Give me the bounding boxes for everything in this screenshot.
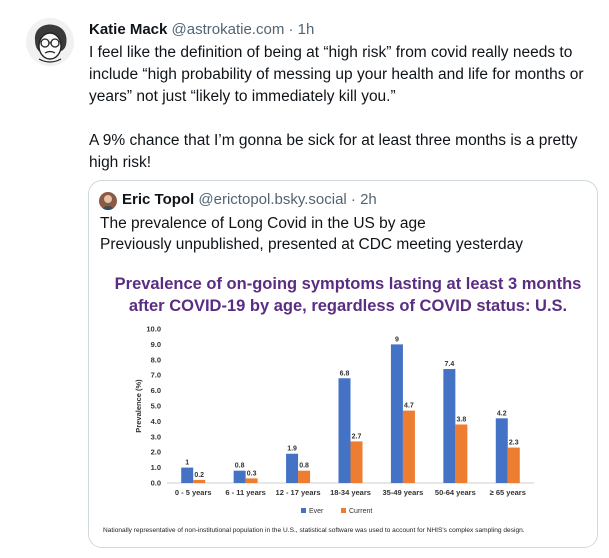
quoted-author-handle[interactable]: @erictopol.bsky.social <box>198 191 347 208</box>
bar-ever <box>443 369 456 483</box>
tweet-timestamp[interactable]: 1h <box>297 21 315 38</box>
data-label-current: 0.3 <box>247 470 257 477</box>
tweet-text: I feel like the definition of being at “… <box>89 42 599 174</box>
bar-ever <box>495 418 508 483</box>
quoted-line-2: Previously unpublished, presented at CDC… <box>100 236 524 253</box>
x-tick-label: 35-49 years <box>382 488 423 497</box>
data-label-ever: 1.9 <box>287 446 297 453</box>
y-tick-label: 10.0 <box>146 325 161 334</box>
author-avatar[interactable] <box>26 18 74 66</box>
x-tick-label: 50-64 years <box>435 488 476 497</box>
y-tick-label: 6.0 <box>151 386 161 395</box>
legend-swatch-ever <box>301 508 306 513</box>
data-label-current: 0.2 <box>194 472 204 479</box>
quoted-author-name[interactable]: Eric Topol <box>122 191 195 208</box>
y-tick-label: 8.0 <box>151 355 161 364</box>
bar-ever <box>181 467 194 483</box>
bar-current <box>507 447 520 483</box>
data-label-ever: 6.8 <box>340 370 350 377</box>
data-label-current: 0.8 <box>299 463 309 470</box>
quoted-tweet-timestamp[interactable]: 2h <box>360 191 377 208</box>
author-handle[interactable]: @astrokatie.com <box>171 21 285 38</box>
legend-swatch-current <box>341 508 346 513</box>
bar-ever <box>390 344 403 483</box>
bar-ever <box>338 378 351 483</box>
quoted-chart-image[interactable]: Prevalence of on-going symptoms lasting … <box>89 269 597 547</box>
data-label-ever: 0.8 <box>235 463 245 470</box>
y-tick-label: 0.0 <box>151 479 161 488</box>
x-tick-label: 6 - 11 years <box>225 488 265 497</box>
data-label-ever: 9 <box>395 336 399 343</box>
bar-current <box>455 424 468 483</box>
y-tick-label: 4.0 <box>151 417 161 426</box>
quoted-tweet[interactable]: Eric Topol @erictopol.bsky.social · 2h T… <box>88 180 598 548</box>
data-label-current: 4.7 <box>404 403 414 410</box>
bar-current <box>245 478 258 483</box>
x-tick-label: 0 - 5 years <box>175 488 212 497</box>
bar-chart: 0.0 1.0 2.0 3.0 4.0 5.0 6.0 7.0 8.0 9.0 10.0 Preval… <box>134 325 534 515</box>
y-tick-label: 1.0 <box>151 463 161 472</box>
y-tick-label: 9.0 <box>151 340 161 349</box>
quoted-header-separator: · <box>350 191 356 208</box>
chart-footnote: Nationally representative of non-institu… <box>103 527 525 534</box>
data-label-ever: 7.4 <box>444 361 454 368</box>
data-label-current: 3.8 <box>456 416 466 423</box>
tweet-paragraph-1: I feel like the definition of being at “… <box>89 44 584 105</box>
x-tick-label: ≥ 65 years <box>490 488 526 497</box>
y-axis-label: Prevalence (%) <box>134 379 143 433</box>
bar-current <box>402 410 415 483</box>
bar-ever <box>286 453 299 483</box>
tweet-header: Katie Mack @astrokatie.com · 1h <box>89 20 314 40</box>
data-label-ever: 1 <box>185 460 189 467</box>
legend-label-current: Current <box>349 508 372 515</box>
quoted-author-avatar[interactable] <box>99 192 117 210</box>
y-tick-label: 2.0 <box>151 448 161 457</box>
bar-current <box>298 470 311 483</box>
quoted-tweet-header: Eric Topol @erictopol.bsky.social · 2h <box>122 190 377 210</box>
x-tick-label: 18-34 years <box>330 488 371 497</box>
bar-current <box>350 441 363 483</box>
bar-ever <box>233 470 246 483</box>
data-label-ever: 4.2 <box>497 410 507 417</box>
y-tick-label: 7.0 <box>151 371 161 380</box>
quoted-tweet-text: The prevalence of Long Covid in the US b… <box>100 213 590 255</box>
quoted-line-1: The prevalence of Long Covid in the US b… <box>100 215 426 232</box>
data-label-current: 2.3 <box>509 440 519 447</box>
legend-label-ever: Ever <box>309 508 324 515</box>
chart-title: Prevalence of on-going symptoms lasting … <box>114 275 582 315</box>
author-name[interactable]: Katie Mack <box>89 21 168 38</box>
y-tick-label: 5.0 <box>151 402 161 411</box>
header-separator: · <box>288 21 294 38</box>
y-tick-label: 3.0 <box>151 432 161 441</box>
x-tick-label: 12 - 17 years <box>276 488 321 497</box>
tweet-paragraph-2: A 9% chance that I’m gonna be sick for a… <box>89 132 578 171</box>
bar-current <box>193 479 206 483</box>
data-label-current: 2.7 <box>352 433 362 440</box>
